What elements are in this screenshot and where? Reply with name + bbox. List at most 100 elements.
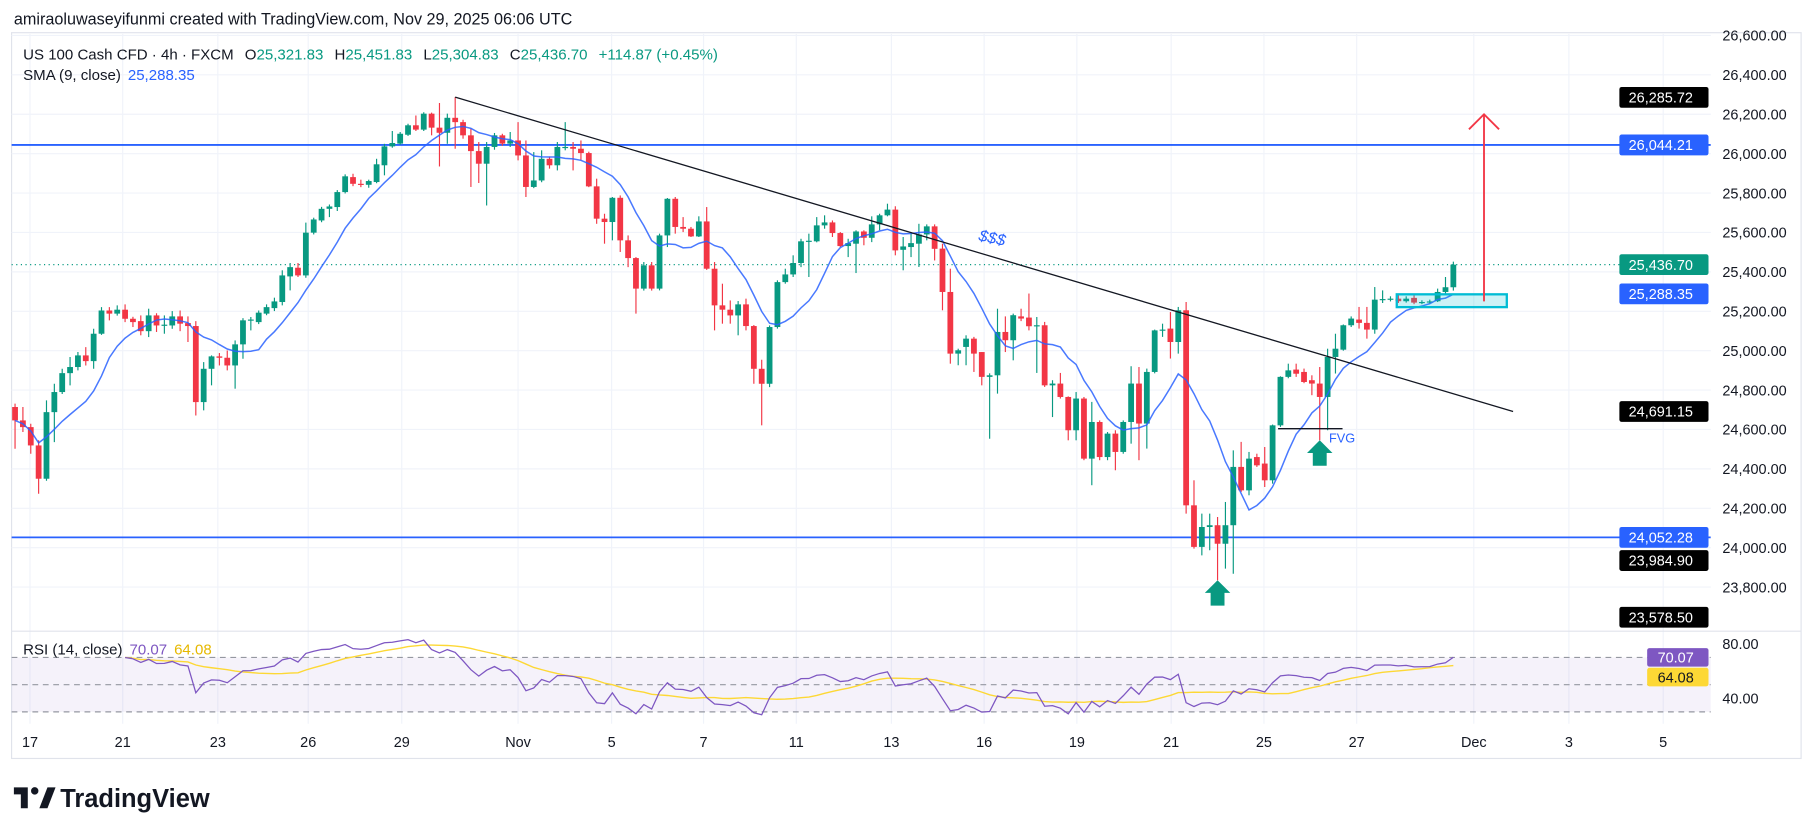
candle[interactable] (302, 222, 309, 278)
candle[interactable] (656, 233, 663, 291)
candle[interactable] (601, 213, 608, 244)
candle[interactable] (1269, 424, 1276, 484)
candle[interactable] (334, 190, 341, 211)
trendline[interactable] (455, 96, 1514, 413)
candle[interactable] (648, 262, 655, 291)
candle[interactable] (326, 204, 333, 218)
candle[interactable] (695, 216, 702, 237)
candle[interactable] (1128, 366, 1135, 444)
candle[interactable] (1348, 316, 1355, 328)
candle[interactable] (1198, 513, 1205, 556)
candle[interactable] (1096, 420, 1103, 461)
candle[interactable] (365, 179, 372, 188)
candle[interactable] (758, 359, 765, 426)
candle[interactable] (971, 336, 977, 372)
candle[interactable] (82, 347, 89, 366)
candle[interactable] (1308, 375, 1315, 396)
candle[interactable] (1041, 321, 1048, 387)
price-badge[interactable]: 24,691.15 (1619, 401, 1709, 422)
candle[interactable] (130, 316, 136, 328)
candle[interactable] (106, 307, 113, 321)
candle[interactable] (200, 362, 207, 411)
candle[interactable] (1442, 276, 1449, 294)
candle[interactable] (491, 132, 498, 150)
candle[interactable] (1167, 312, 1174, 359)
candle[interactable] (703, 207, 710, 270)
candle[interactable] (1120, 420, 1127, 454)
candle[interactable] (593, 178, 600, 224)
candle[interactable] (318, 206, 325, 223)
candle[interactable] (114, 305, 121, 316)
candle[interactable] (798, 238, 804, 268)
candle[interactable] (381, 143, 388, 176)
candle[interactable] (845, 238, 852, 258)
rsi-badge[interactable]: 70.07 (1647, 648, 1709, 667)
candle[interactable] (688, 226, 694, 237)
candle[interactable] (216, 353, 223, 366)
candle[interactable] (1261, 447, 1268, 488)
price-badge[interactable]: 25,436.70 (1619, 254, 1709, 276)
candle[interactable] (625, 235, 631, 268)
candle[interactable] (1238, 441, 1245, 492)
candle[interactable] (609, 197, 616, 241)
candle[interactable] (397, 131, 404, 145)
candle[interactable] (727, 300, 734, 324)
candle[interactable] (98, 307, 105, 335)
candle[interactable] (876, 213, 883, 231)
candle[interactable] (939, 243, 946, 311)
candle[interactable] (853, 230, 859, 274)
candle[interactable] (554, 142, 561, 171)
candle[interactable] (1065, 396, 1072, 441)
candle[interactable] (884, 203, 891, 217)
candle[interactable] (444, 113, 451, 144)
candle[interactable] (813, 217, 820, 243)
candle[interactable] (59, 368, 66, 395)
candle[interactable] (1356, 306, 1362, 329)
candle[interactable] (931, 224, 938, 261)
candle[interactable] (782, 268, 789, 284)
sma-legend[interactable]: SMA (9, close) 25,288.35 (23, 67, 195, 84)
candle[interactable] (1018, 308, 1024, 322)
candle[interactable] (1222, 501, 1229, 569)
candle[interactable] (1340, 324, 1347, 351)
candle[interactable] (405, 123, 411, 136)
candle[interactable] (27, 423, 34, 454)
price-badge[interactable]: 24,052.28 (1619, 526, 1709, 548)
candle[interactable] (1246, 451, 1252, 496)
candle[interactable] (805, 233, 812, 277)
candle[interactable] (1426, 299, 1433, 304)
candle[interactable] (955, 348, 962, 366)
candle[interactable] (271, 297, 278, 312)
candle[interactable] (1411, 295, 1417, 305)
candle[interactable] (680, 217, 687, 233)
candle[interactable] (1049, 380, 1056, 418)
candle[interactable] (412, 115, 419, 132)
candle[interactable] (664, 197, 671, 248)
candle[interactable] (483, 142, 490, 206)
candle[interactable] (232, 340, 239, 389)
candle[interactable] (51, 383, 58, 443)
candle[interactable] (1450, 261, 1457, 291)
candle[interactable] (460, 119, 466, 139)
demand-zone-rectangle[interactable] (1395, 293, 1508, 309)
candle[interactable] (1081, 396, 1087, 461)
candle[interactable] (35, 440, 42, 494)
liquidity-label[interactable]: $$$ (976, 226, 1008, 250)
candle[interactable] (860, 230, 867, 246)
price-axis[interactable]: 26,600.00 26,400.00 26,200.00 26,000.00 25,8… (1722, 29, 1786, 708)
candle[interactable] (185, 316, 191, 343)
candle[interactable] (774, 280, 781, 329)
candle[interactable] (986, 373, 993, 439)
candle[interactable] (350, 173, 356, 187)
candle[interactable] (994, 308, 1001, 394)
candle[interactable] (1419, 300, 1425, 305)
candle[interactable] (263, 304, 270, 316)
candle[interactable] (1112, 430, 1119, 471)
date-axis[interactable]: 17 21 23 26 29 Nov 5 7 11 13 16 19 21 25 27 Dec 3 5 (22, 735, 1667, 751)
candle[interactable] (122, 304, 128, 323)
candle[interactable] (617, 195, 624, 252)
candle[interactable] (1073, 392, 1079, 441)
tradingview-logo[interactable]: TradingView (13, 785, 210, 813)
candle[interactable] (342, 174, 349, 194)
